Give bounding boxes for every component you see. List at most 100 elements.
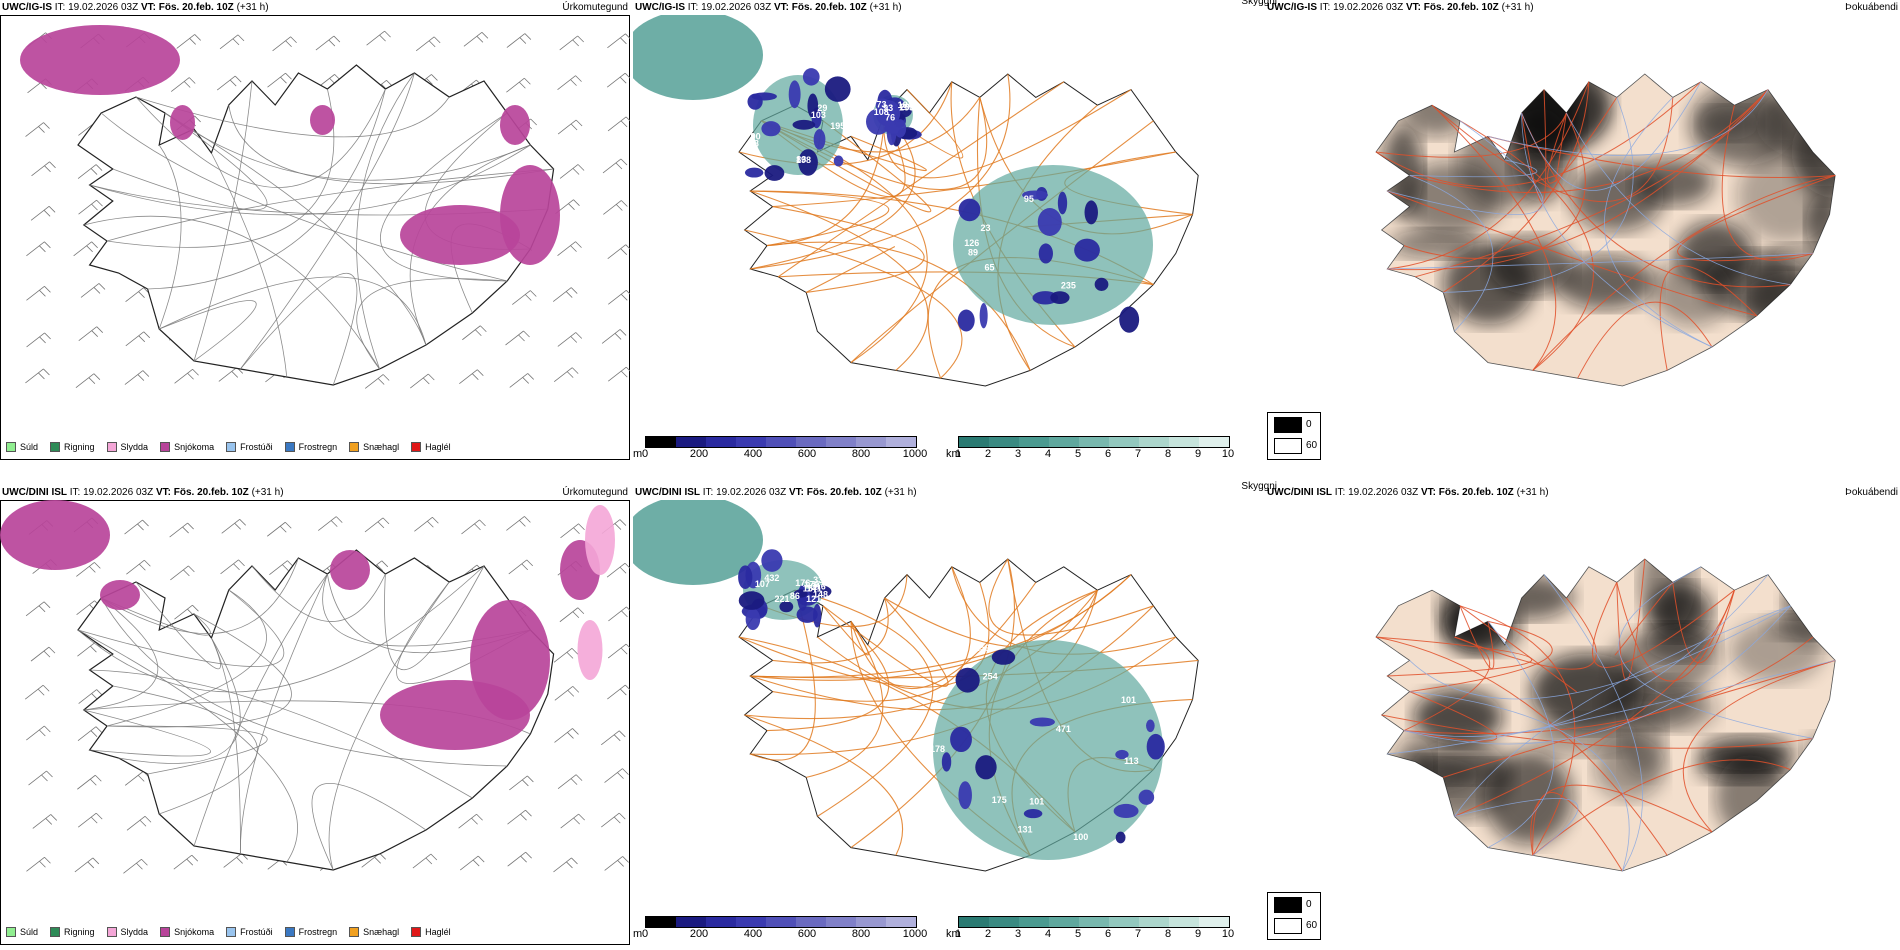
visibility-value-label: 176 [795,578,810,588]
legend-item-5: Frostregn [284,442,337,452]
wind-barb [75,373,101,388]
wind-barb [174,368,199,384]
colorbar-swatch [766,917,796,927]
visibility-map: 89 90 93 95 98 76 126 83 184 235 195 155 23 198 208 65 1… [633,15,1199,387]
road-line [89,669,473,799]
road-line [193,573,328,847]
road-line [1454,798,1579,856]
wind-barb [77,812,103,828]
fog-low-label: 60 [1306,920,1318,931]
wind-barb [507,851,532,867]
fog-index-map [1375,558,1836,872]
wind-barb [216,75,242,91]
visibility-m-area [1146,733,1165,760]
colorbar-swatch [1139,917,1169,927]
visibility-value-label: 207 [1117,655,1132,665]
colorbar-tick: 7 [1134,928,1142,940]
fog-high-label: 0 [1306,419,1312,430]
panel-header: UWC/IG-IS IT: 19.02.2026 03Z VT: Fös. 20… [635,2,902,13]
legend-item-3: Snjókoma [160,442,214,452]
road-line [744,714,904,856]
road-line [1659,265,1758,371]
road-line [106,168,554,242]
snow-area [470,600,550,720]
colorbar-swatch [1019,917,1049,927]
panel-kind-label: Úrkomutegund [562,487,628,498]
road-line [239,573,328,855]
panel-kind-label: Skyggni [1241,481,1277,492]
road-line [380,112,508,282]
legend-item-0: Súld [6,927,38,937]
panel-kind-label: Skyggni [1241,0,1277,7]
legend-label: Snæhagl [363,927,400,937]
wind-barb [458,813,483,829]
road-line [164,112,531,181]
precip-type-map [20,25,630,389]
wind-barb [125,331,151,347]
visibility-m-area [807,93,819,119]
legend-item-4: Frostúði [226,927,273,937]
legend-item-7: Haglél [411,442,451,452]
road-line [1387,253,1813,270]
colorbar-swatch [1169,437,1199,447]
road-line [240,272,358,386]
road-line [1459,120,1594,371]
precip-type-legend: Súld Rigning Slydda Snjókoma Frostúði Frostre… [6,927,451,937]
road-line [777,81,1065,278]
wind-barb [557,119,583,135]
visibility-m-area [1022,190,1048,200]
wind-barb [267,72,292,88]
visibility-m-area [792,119,816,130]
wind-barb [554,728,579,743]
visibility-value-label: 73 [876,100,886,110]
visibility-value-label: 131 [1018,825,1033,835]
wind-barb [602,158,628,174]
road-line [1409,605,1791,700]
visibility-value-label: 316 [811,582,826,592]
wind-barb [601,329,627,344]
colorbar-swatch [1169,917,1199,927]
colorbar-tick: 0 [641,928,649,940]
colorbar-swatches [958,436,1230,448]
snow-area [400,205,520,265]
visibility-value-label: 101 [1029,796,1044,806]
colorbar-unit: km [946,928,961,940]
road-line [164,112,427,346]
wind-barb [28,770,53,786]
wind-barb [25,368,50,384]
wind-barb [364,374,390,389]
legend-label: Snæhagl [363,442,400,452]
road-line [988,558,1154,636]
road-line [100,597,508,767]
road-line [750,190,890,247]
visibility-m-area [958,781,972,810]
visibility-m-area [1023,809,1043,819]
wind-barb [557,75,582,90]
road-line [805,246,895,293]
road-line [750,112,916,270]
visibility-value-label: 141 [807,584,822,594]
visibility-value-label: 126 [964,238,979,248]
road-line [1521,112,1713,348]
colorbar-swatch [1109,437,1139,447]
wind-barb [80,283,106,298]
colorbar-tick: 3 [1014,928,1022,940]
colorbar-tick: 600 [797,448,817,460]
low-vis-area [633,15,763,100]
wind-barb [559,164,585,179]
wind-barb [559,607,585,623]
colorbar-unit: m [633,928,643,940]
visibility-m-area [738,591,765,610]
legend-swatch [349,927,360,937]
road-line [1454,597,1597,670]
panel-header: UWC/DINI ISL IT: 19.02.2026 03Z VT: Fös.… [2,487,284,498]
visibility-m-area [802,68,820,86]
colorbar-swatch [706,917,736,927]
visibility-value-label: 148 [813,590,828,600]
colorbar-swatches [958,916,1230,928]
wind-barb [603,200,628,215]
visibility-m-area [875,98,890,113]
wind-barb [559,35,584,51]
road-line [193,80,253,362]
visibility-value-label: 176 [804,579,819,589]
